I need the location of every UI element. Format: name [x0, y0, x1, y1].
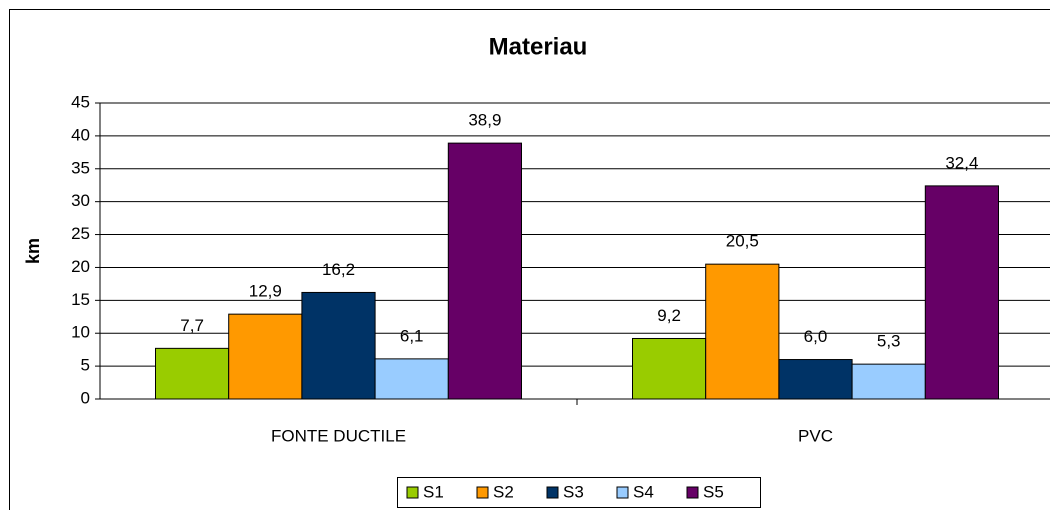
y-tick-label: 15 — [71, 290, 90, 309]
x-tick-label: PVC — [798, 426, 833, 445]
chart-border — [9, 9, 1050, 510]
data-label: 9,2 — [657, 306, 681, 325]
data-label: 5,3 — [877, 332, 901, 351]
legend-swatch — [616, 486, 629, 499]
data-label: 6,0 — [804, 327, 828, 346]
legend-label: S1 — [423, 482, 444, 501]
y-tick-label: 20 — [71, 257, 90, 276]
y-tick-label: 5 — [81, 356, 90, 375]
data-label: 7,7 — [180, 316, 204, 335]
data-label: 12,9 — [249, 282, 282, 301]
bar — [778, 359, 853, 400]
legend-swatch — [546, 486, 559, 499]
data-label: 6,1 — [400, 326, 424, 345]
chart-title: Materiau — [489, 33, 588, 60]
legend-label: S4 — [633, 482, 654, 501]
legend-swatch — [476, 486, 489, 499]
y-tick-label: 35 — [71, 158, 90, 177]
y-tick-label: 40 — [71, 125, 90, 144]
y-tick-label: 25 — [71, 224, 90, 243]
legend-swatch — [406, 486, 419, 499]
bar — [632, 337, 707, 400]
bar — [851, 363, 926, 400]
bar — [301, 291, 376, 400]
data-label: 16,2 — [322, 260, 355, 279]
y-tick-label: 0 — [81, 388, 90, 407]
legend-label: S3 — [563, 482, 584, 501]
bar — [924, 185, 999, 400]
legend-swatch — [686, 486, 699, 499]
legend-box — [397, 477, 761, 508]
bar — [228, 313, 303, 400]
y-tick-label: 30 — [71, 191, 90, 210]
y-axis-label: km — [23, 238, 43, 264]
legend-label: S2 — [493, 482, 514, 501]
bar — [447, 142, 522, 400]
data-label: 32,4 — [945, 153, 978, 172]
bar — [155, 347, 230, 400]
data-label: 20,5 — [726, 232, 759, 251]
bar — [705, 263, 780, 400]
legend-label: S5 — [703, 482, 724, 501]
y-tick-label: 10 — [71, 323, 90, 342]
data-label: 38,9 — [468, 111, 501, 130]
x-tick-label: FONTE DUCTILE — [271, 426, 406, 445]
y-tick-label: 45 — [71, 92, 90, 111]
bar — [374, 358, 449, 400]
